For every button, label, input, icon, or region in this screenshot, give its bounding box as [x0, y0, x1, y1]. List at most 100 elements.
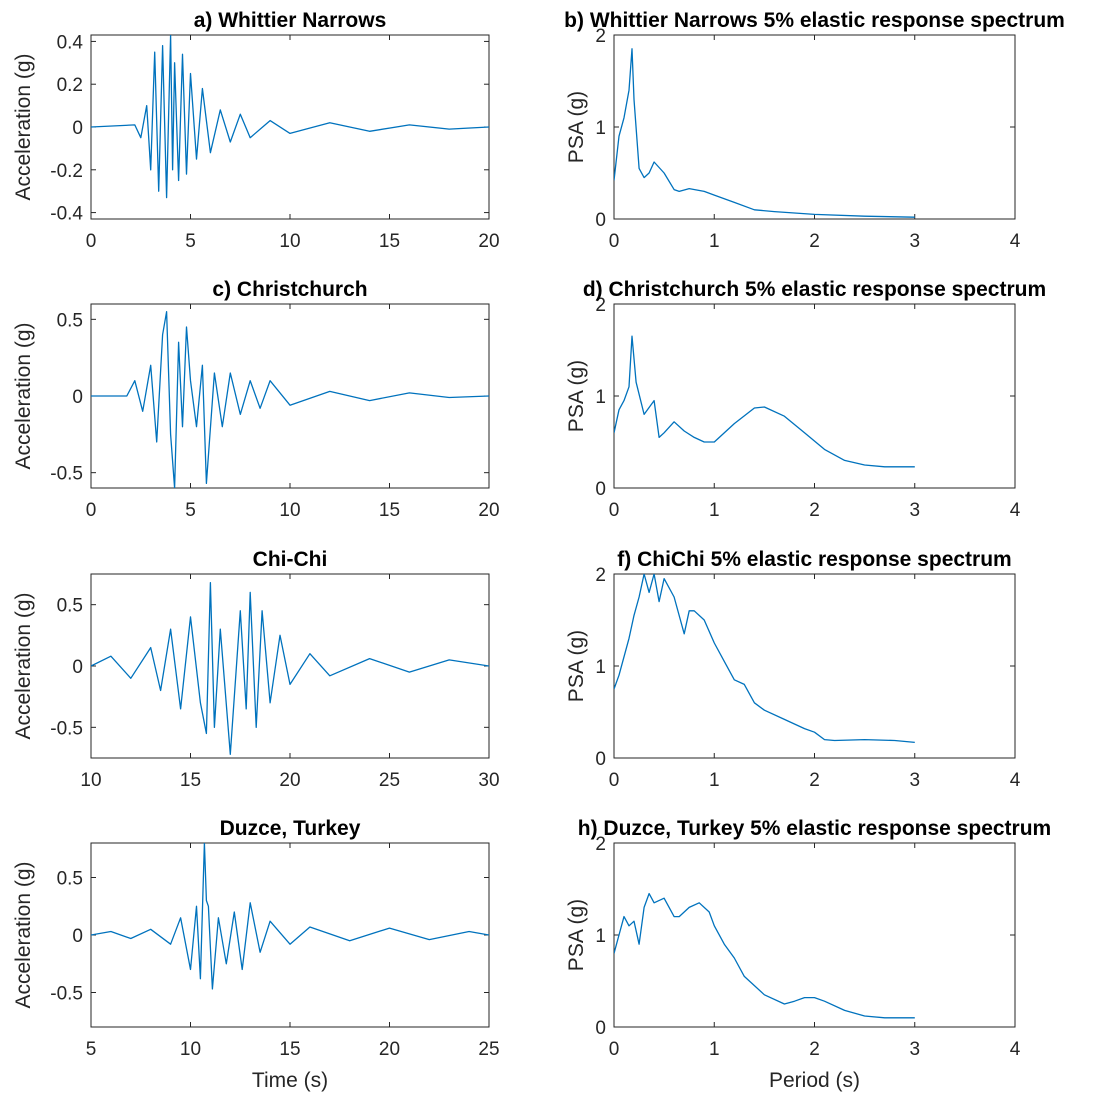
x-tick-label-h: 1 — [709, 1039, 720, 1060]
x-tick-label-b: 0 — [609, 231, 620, 252]
y-axis-label-c: Acceleration (g) — [12, 322, 35, 469]
y-tick-label-b: 1 — [595, 118, 606, 139]
panel-a: 0 5 10 15 20 -0.4 -0.2 0 0.2 0.4 a) Whittier Narro… — [12, 9, 500, 252]
panel-title-c: c) Christchurch — [212, 278, 367, 301]
x-axis-label-h: Period (s) — [769, 1069, 860, 1092]
x-tick-label-d: 4 — [1010, 500, 1021, 521]
x-tick-label-b: 4 — [1010, 231, 1021, 252]
panel-title-f: f) ChiChi 5% elastic response spectrum — [617, 548, 1011, 571]
x-tick-label-c: 5 — [185, 500, 196, 521]
series-line-a-0 — [91, 35, 489, 199]
x-tick-label-d: 3 — [909, 500, 920, 521]
y-tick-label-h: 0 — [595, 1018, 606, 1039]
x-tick-label-f: 0 — [609, 770, 620, 791]
panel-title-a: a) Whittier Narrows — [194, 9, 387, 32]
y-tick-label-c: 0.5 — [57, 310, 83, 331]
x-tick-label-h: 0 — [609, 1039, 620, 1060]
series-line-f-0 — [614, 574, 915, 744]
x-tick-label-g: 25 — [478, 1039, 499, 1060]
y-tick-label-f: 1 — [595, 657, 606, 678]
x-tick-label-h: 2 — [809, 1039, 820, 1060]
x-tick-label-g: 15 — [279, 1039, 300, 1060]
y-tick-label-f: 2 — [595, 565, 606, 586]
panel-title-d: d) Christchurch 5% elastic response spec… — [583, 278, 1046, 301]
y-tick-label-e: -0.5 — [50, 718, 83, 739]
x-tick-label-g: 5 — [86, 1039, 97, 1060]
y-tick-label-a: -0.2 — [50, 161, 83, 182]
axes-box-f — [613, 573, 1016, 759]
x-tick-label-c: 0 — [86, 500, 97, 521]
y-axis-label-h: PSA (g) — [565, 899, 588, 971]
y-axis-label-f: PSA (g) — [565, 630, 588, 702]
x-tick-label-a: 10 — [279, 231, 300, 252]
x-tick-label-d: 1 — [709, 500, 720, 521]
series-line-b-0 — [614, 48, 915, 218]
axes-box-h — [613, 842, 1016, 1028]
panel-c: 0 5 10 15 20-0.500.5c) ChristchurchAccelerat… — [12, 278, 500, 521]
x-tick-label-e: 25 — [379, 770, 400, 791]
panel-g: 5 10 15 20 25 -0.5 0 0.5 Duzce, Turkey Accelerati… — [12, 817, 500, 1092]
x-tick-label-c: 10 — [279, 500, 300, 521]
y-tick-label-e: 0 — [72, 657, 83, 678]
x-tick-label-c: 20 — [478, 500, 499, 521]
axes-box-c — [90, 303, 490, 489]
series-line-d-0 — [614, 335, 915, 468]
panel-title-b: b) Whittier Narrows 5% elastic response … — [564, 9, 1065, 32]
x-tick-label-e: 15 — [180, 770, 201, 791]
x-tick-label-b: 2 — [809, 231, 820, 252]
x-tick-label-g: 20 — [379, 1039, 400, 1060]
y-tick-label-c: -0.5 — [50, 464, 83, 485]
x-tick-label-b: 3 — [909, 231, 920, 252]
y-tick-label-d: 0 — [595, 479, 606, 500]
x-tick-label-f: 4 — [1010, 770, 1021, 791]
x-tick-label-d: 0 — [609, 500, 620, 521]
x-tick-label-b: 1 — [709, 231, 720, 252]
axes-box-g — [90, 842, 490, 1028]
series-line-g-0 — [91, 843, 489, 990]
x-tick-label-e: 20 — [279, 770, 300, 791]
axes-box-b — [613, 34, 1016, 220]
y-tick-label-g: 0.5 — [57, 869, 83, 890]
y-axis-label-d: PSA (g) — [565, 360, 588, 432]
x-tick-label-f: 2 — [809, 770, 820, 791]
x-tick-label-d: 2 — [809, 500, 820, 521]
y-axis-label-a: Acceleration (g) — [12, 53, 35, 200]
y-axis-label-e: Acceleration (g) — [12, 592, 35, 739]
y-tick-label-a: 0 — [72, 118, 83, 139]
panel-f: 0 1 2 3 4 0 1 2 f) ChiChi 5% elastic response sp… — [565, 548, 1021, 791]
y-tick-label-f: 0 — [595, 749, 606, 770]
panel-title-e: Chi-Chi — [253, 548, 328, 571]
y-tick-label-a: 0.2 — [57, 75, 83, 96]
y-tick-label-a: 0.4 — [57, 32, 84, 53]
y-tick-label-h: 1 — [595, 926, 606, 947]
series-line-h-0 — [614, 892, 915, 1019]
y-tick-label-b: 2 — [595, 26, 606, 47]
y-axis-label-g: Acceleration (g) — [12, 861, 35, 1008]
panel-title-h: h) Duzce, Turkey 5% elastic response spe… — [578, 817, 1051, 840]
x-tick-label-a: 15 — [379, 231, 400, 252]
x-tick-label-a: 0 — [86, 231, 97, 252]
series-line-e-0 — [91, 581, 489, 755]
x-tick-label-e: 30 — [478, 770, 499, 791]
y-tick-label-d: 2 — [595, 295, 606, 316]
x-tick-label-h: 3 — [909, 1039, 920, 1060]
y-tick-label-e: 0.5 — [57, 596, 83, 617]
x-tick-label-g: 10 — [180, 1039, 201, 1060]
series-line-c-0 — [91, 311, 489, 488]
y-tick-label-h: 2 — [595, 834, 606, 855]
x-tick-label-f: 3 — [909, 770, 920, 791]
y-tick-label-b: 0 — [595, 210, 606, 231]
x-tick-label-f: 1 — [709, 770, 720, 791]
x-tick-label-e: 10 — [80, 770, 101, 791]
x-axis-label-g: Time (s) — [252, 1069, 328, 1092]
axes-box-d — [613, 303, 1016, 489]
x-tick-label-a: 20 — [478, 231, 499, 252]
y-tick-label-g: -0.5 — [50, 984, 83, 1005]
x-tick-label-h: 4 — [1010, 1039, 1021, 1060]
x-tick-label-c: 15 — [379, 500, 400, 521]
y-tick-label-d: 1 — [595, 387, 606, 408]
